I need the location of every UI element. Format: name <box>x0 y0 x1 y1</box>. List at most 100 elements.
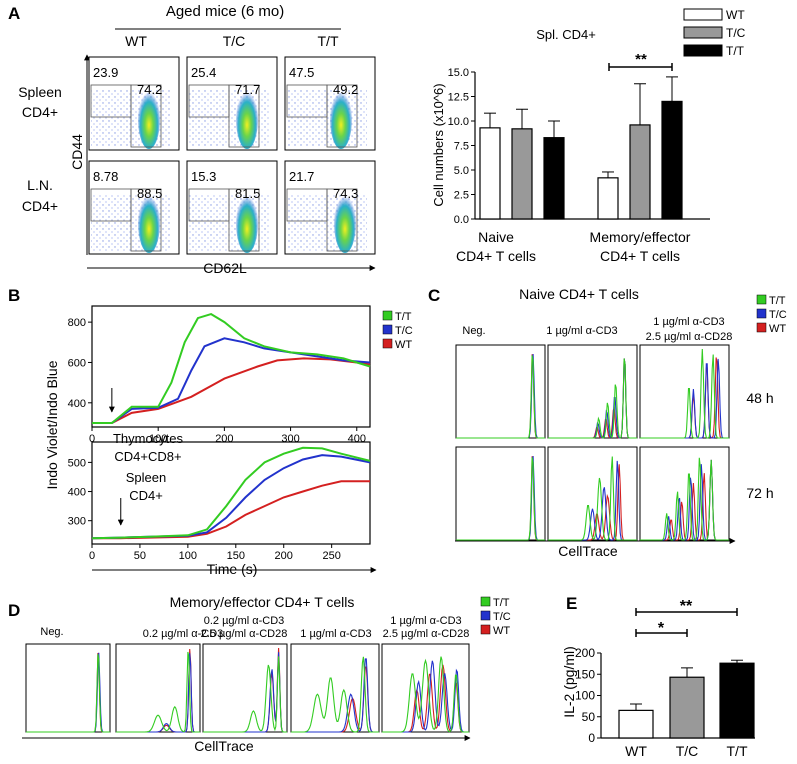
x-tick-label: T/C <box>676 743 699 759</box>
y-tick-label: 50 <box>582 710 596 724</box>
panel-c-xlabel: CellTrace <box>558 543 618 559</box>
facs-pct-right: 81.5 <box>235 186 260 201</box>
row-label-spleen: Spleen <box>18 84 62 100</box>
panel-a-label: A <box>8 4 20 23</box>
legend-swatch-tc-c <box>756 308 767 319</box>
facs-pct-left: 23.9 <box>93 65 118 80</box>
proliferation-histograms-naive <box>455 344 730 541</box>
bar-tc <box>669 676 705 739</box>
il2-ylabel: IL-2 (pg/ml) <box>561 646 577 718</box>
legend-label-tc-c: T/C <box>769 309 787 321</box>
facs-pct-left: 8.78 <box>93 169 118 184</box>
calcium-plot-spleen: 300 400 500 0 50 100 150 200 250 <box>68 441 371 562</box>
facs-plots: 23.9 74.2 25.4 71.7 47.5 49.2 8.78 88.5 15.3 81.5… <box>88 56 376 255</box>
condition-neg-d: Neg. <box>40 626 63 638</box>
legend-label-tt-d: T/T <box>493 597 510 609</box>
facs-pct-right: 49.2 <box>333 82 358 97</box>
legend-label-wt-c: WT <box>769 323 786 335</box>
condition-acd3-cd28-c: 1 µg/ml α-CD3 <box>653 316 724 328</box>
y-tick-label: 600 <box>68 357 86 369</box>
x-tick-label: 250 <box>322 550 340 562</box>
condition-02-acd3-cd28-d: 0.2 µg/ml α-CD3 <box>204 615 285 627</box>
condition-acd3-c: 1 µg/ml α-CD3 <box>546 325 617 337</box>
panel-c-title: Naive CD4+ T cells <box>519 286 639 302</box>
genotype-wt: WT <box>125 33 147 49</box>
x-tick-label: 0 <box>89 433 95 445</box>
legend-label-tc: T/C <box>726 26 746 40</box>
bar-wt <box>597 177 619 220</box>
histogram-frame <box>290 643 380 733</box>
bar-wt <box>618 709 654 739</box>
panel-a: A Aged mice (6 mo) WT T/C T/T Spleen CD4… <box>8 3 376 276</box>
group-label-memory: Memory/effector <box>590 229 691 245</box>
bar-wt <box>479 127 501 220</box>
histogram-tt <box>640 348 729 439</box>
bar-tc <box>629 124 651 220</box>
x-tick-label: T/T <box>727 743 748 759</box>
significance-stars: * <box>658 620 665 637</box>
legend-label-tt: T/T <box>726 44 745 58</box>
histogram-tt <box>548 358 637 439</box>
facs-gate-right <box>228 84 260 148</box>
facs-density-blob <box>236 89 258 149</box>
annotation-thymocytes: Thymocytes <box>113 431 184 446</box>
legend-label-tc-d: T/C <box>493 611 511 623</box>
histogram-frame <box>547 446 638 541</box>
y-tick-label: 0 <box>588 731 595 745</box>
significance-stars: ** <box>635 51 647 68</box>
annotation-spleen: Spleen <box>126 470 166 485</box>
y-tick-label: 400 <box>68 398 86 410</box>
facs-pct-left: 21.7 <box>289 169 314 184</box>
legend-swatch-tt-c <box>756 294 767 305</box>
x-tick-label: 50 <box>134 550 146 562</box>
panel-b: B Indo Violet/Indo Blue 400 600 800 0 100 200… <box>8 286 413 577</box>
calcium-legend: T/T T/C WT <box>382 310 413 351</box>
histogram-frame <box>639 446 730 541</box>
y-tick-label: 7.5 <box>454 141 469 153</box>
facs-density-blob <box>138 89 160 149</box>
legend-swatch-tt-b <box>382 310 393 321</box>
bar-chart-title: Spl. CD4+ <box>536 27 596 42</box>
histogram-tt <box>382 656 469 733</box>
x-tick-label: 200 <box>275 550 293 562</box>
group-label-memory-2: CD4+ T cells <box>600 248 680 264</box>
row-label-ln-cd4: CD4+ <box>22 198 58 214</box>
x-tick-label: 150 <box>227 550 245 562</box>
facs-pct-right: 88.5 <box>137 186 162 201</box>
legend-swatch-tt <box>683 44 723 57</box>
x-tick-label: 0 <box>89 550 95 562</box>
panel-a-header: Aged mice (6 mo) <box>166 3 284 20</box>
panel-c-label: C <box>428 286 440 305</box>
legend-swatch-tc-d <box>480 610 491 621</box>
cell-number-bars: 0.0 2.5 5.0 7.5 10.0 12.5 15.0 ** <box>448 51 710 226</box>
legend-label-wt-d: WT <box>493 625 510 637</box>
facs-pct-left: 47.5 <box>289 65 314 80</box>
trace-tc <box>92 337 371 424</box>
plot-frame <box>91 441 371 545</box>
facs-pct-right: 74.2 <box>137 82 162 97</box>
y-tick-label: 2.5 <box>454 190 469 202</box>
y-tick-label: 10.0 <box>448 116 469 128</box>
y-tick-label: 500 <box>68 457 86 469</box>
histogram-tt <box>26 654 110 733</box>
histogram-tt <box>456 355 545 439</box>
condition-1-acd3-cd28-d-2: 2.5 µg/ml α-CD28 <box>383 628 470 640</box>
row-label-48h: 48 h <box>746 390 773 406</box>
panel-d-legend: T/T T/C WT <box>480 596 511 637</box>
histogram-tt <box>291 656 379 733</box>
y-tick-label: 15.0 <box>448 67 469 79</box>
facs-gate-right <box>130 188 162 252</box>
histogram-tt <box>548 456 637 541</box>
trace-wt <box>92 357 371 424</box>
legend-label-tt-c: T/T <box>769 295 786 307</box>
bar-tc <box>511 128 533 220</box>
legend-label-wt-b: WT <box>395 339 412 351</box>
axis-label-cd44: CD44 <box>69 134 85 170</box>
panel-c-legend: T/T T/C WT <box>756 294 787 335</box>
bar-tt <box>543 137 565 220</box>
legend-swatch-tc-b <box>382 324 393 335</box>
legend-swatch-wt-c <box>756 322 767 333</box>
